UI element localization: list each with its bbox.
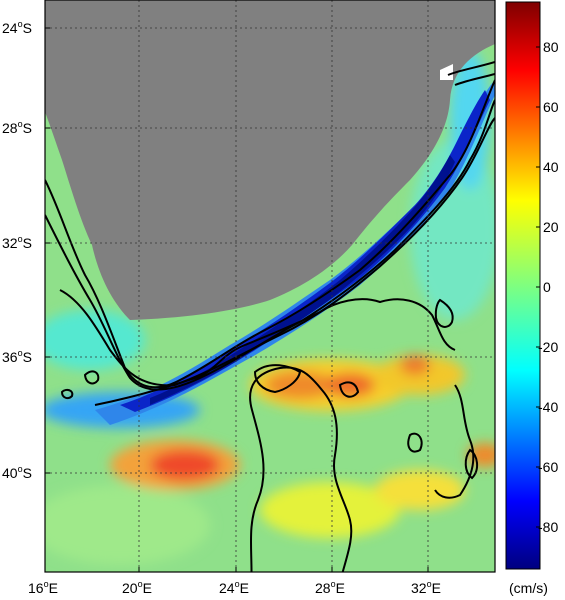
colorbar-tick: -40 <box>538 399 558 415</box>
colorbar-tick: 20 <box>543 219 559 235</box>
lat-label-40s: 40oS <box>2 464 32 481</box>
lon-label-16e: 16oE <box>28 579 58 596</box>
map-frame <box>44 0 496 573</box>
contour-lines <box>45 61 495 572</box>
lon-label-20e: 20oE <box>122 579 152 596</box>
lat-label-36s: 36oS <box>2 348 32 365</box>
lon-label-32e: 32oE <box>411 579 441 596</box>
lon-label-24e: 24oE <box>219 579 249 596</box>
land-mass <box>45 0 495 320</box>
lon-label-28e: 28oE <box>315 579 345 596</box>
colorbar-tick: 80 <box>543 39 559 55</box>
colorbar-tick: 0 <box>543 279 551 295</box>
lat-label-28s: 28oS <box>2 119 32 136</box>
colorbar-tick: -80 <box>538 519 558 535</box>
colorbar-tick: 60 <box>543 99 559 115</box>
colorbar-tick: 40 <box>543 159 559 175</box>
lat-lon-grid <box>45 0 495 572</box>
colorbar-unit: (cm/s) <box>509 580 548 596</box>
colorbar: 80 60 40 20 0 -20 -40 -60 -80 (cm/s) <box>505 1 559 596</box>
lat-label-32s: 32oS <box>2 234 32 251</box>
lat-label-24s: 24oS <box>2 19 32 36</box>
colorbar-tick: -60 <box>538 459 558 475</box>
colorbar-tick: -20 <box>538 339 558 355</box>
